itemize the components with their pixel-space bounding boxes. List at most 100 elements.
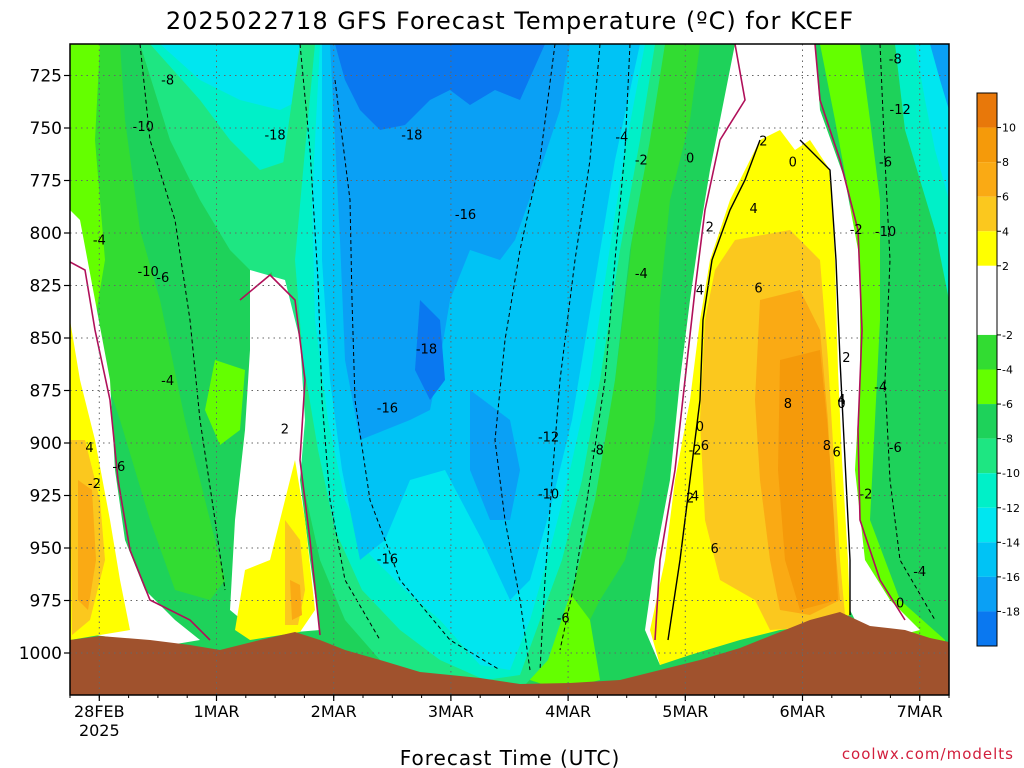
contour-label: 4 bbox=[691, 490, 699, 505]
contour-label: -8 bbox=[889, 53, 902, 68]
contour-label: -18 bbox=[401, 128, 422, 143]
colorbar-tick-label: 8 bbox=[1002, 156, 1009, 169]
y-tick-label: 900 bbox=[30, 434, 62, 454]
colorbar-tick-label: -12 bbox=[1002, 502, 1020, 515]
colorbar-tick-label: 2 bbox=[1002, 260, 1009, 273]
contour-label: -4 bbox=[635, 267, 648, 282]
contour-label: -4 bbox=[93, 233, 106, 248]
contour-label: -6 bbox=[112, 460, 125, 475]
contour-label: -16 bbox=[377, 553, 398, 568]
colorbar-tick-label: 10 bbox=[1002, 122, 1016, 135]
x-tick-label: 2MAR bbox=[311, 702, 357, 721]
y-tick-label: 875 bbox=[30, 382, 62, 402]
zero-contour-left bbox=[70, 261, 211, 641]
temperature-field bbox=[70, 44, 949, 695]
zero-contour-right2 bbox=[814, 44, 906, 621]
colorbar-bin bbox=[977, 611, 997, 646]
colorbar-tick-label: -10 bbox=[1002, 467, 1020, 480]
contour-label: -2 bbox=[635, 154, 648, 169]
x-axis-label: Forecast Time (UTC) bbox=[400, 746, 621, 768]
field-orange-left bbox=[78, 480, 96, 610]
contour-label: 2 bbox=[281, 422, 289, 437]
x-tick-label: 28FEB bbox=[74, 702, 125, 721]
field-green-bright-small bbox=[205, 360, 245, 445]
contour-label: 4 bbox=[837, 393, 845, 408]
y-tick-label: 975 bbox=[30, 592, 62, 612]
contour-label: 8 bbox=[784, 397, 792, 412]
contour-label: -10 bbox=[133, 120, 154, 135]
contour-label: -6 bbox=[557, 611, 570, 626]
two-contour-right bbox=[667, 139, 761, 641]
contour-label: 2 bbox=[759, 135, 767, 150]
contour-label: 8 bbox=[823, 439, 831, 454]
x-tick-label: 5MAR bbox=[662, 702, 708, 721]
colorbar-tick-label: -2 bbox=[1002, 329, 1013, 342]
contour-label: 0 bbox=[789, 156, 797, 171]
contour-label: -10 bbox=[138, 265, 159, 280]
colorbar-bin bbox=[977, 93, 997, 128]
y-tick-label: 925 bbox=[30, 487, 62, 507]
contour-label: 2 bbox=[842, 351, 850, 366]
x-tick-label: 3MAR bbox=[428, 702, 474, 721]
contour-label: -4 bbox=[161, 374, 174, 389]
x-tick-label: 7MAR bbox=[897, 702, 943, 721]
contour-label: -2 bbox=[689, 443, 702, 458]
contour-label: 6 bbox=[701, 439, 709, 454]
colorbar-tick-label: -18 bbox=[1002, 605, 1020, 618]
colorbar-bin bbox=[977, 334, 997, 370]
contour-label: -18 bbox=[416, 343, 437, 358]
y-tick-label: 750 bbox=[30, 119, 62, 139]
field-cyan-upper bbox=[160, 44, 330, 110]
contour-label: 2 bbox=[686, 492, 694, 507]
contour-label: -6 bbox=[879, 156, 892, 171]
colorbar-bin bbox=[977, 507, 997, 543]
field-lightgreen-left bbox=[70, 44, 225, 600]
colorbar-tick-label: 4 bbox=[1002, 225, 1009, 238]
field-trough-deepblue bbox=[335, 44, 545, 130]
contour-label: 4 bbox=[696, 284, 704, 299]
contour-label: -10 bbox=[538, 487, 559, 502]
credit-link[interactable]: coolwx.com/modelts bbox=[842, 745, 1014, 763]
cold-contour-4 bbox=[539, 44, 601, 671]
x-tick-label: 1MAR bbox=[193, 702, 239, 721]
colorbar-bin bbox=[977, 404, 997, 439]
colorbar-bin bbox=[977, 231, 997, 266]
cold-contour-5 bbox=[139, 44, 226, 591]
colorbar-tick-label: -16 bbox=[1002, 571, 1020, 584]
colorbar-bin bbox=[977, 127, 997, 163]
colorbar-bin bbox=[977, 265, 997, 335]
field-right-blue bbox=[930, 44, 949, 110]
x-tick-sublabel: 2025 bbox=[79, 721, 120, 740]
contour-label: 6 bbox=[754, 282, 762, 297]
colorbar-bin bbox=[977, 162, 997, 197]
colorbar-bin bbox=[977, 196, 997, 232]
contour-label: -16 bbox=[377, 401, 398, 416]
cold-contour-3 bbox=[299, 44, 381, 641]
y-axis: 725 750 775 800 825 850 875 900 925 950 975 1000 bbox=[19, 67, 70, 664]
chart-title: 2025022718 GFS Forecast Temperature (ºC)… bbox=[166, 7, 854, 35]
x-tick-label: 6MAR bbox=[779, 702, 825, 721]
contour-label: -8 bbox=[591, 443, 604, 458]
contour-label: -6 bbox=[156, 271, 169, 286]
two-contour-right2 bbox=[799, 139, 851, 615]
contour-label: -8 bbox=[161, 74, 174, 89]
field-right-cyan bbox=[915, 44, 949, 200]
y-tick-label: 800 bbox=[30, 224, 62, 244]
y-tick-label: 825 bbox=[30, 277, 62, 297]
y-tick-label: 775 bbox=[30, 172, 62, 192]
contour-label: 0 bbox=[896, 597, 904, 612]
x-tick-label: 4MAR bbox=[545, 702, 591, 721]
field-trough-blue bbox=[330, 44, 570, 440]
contour-label: -6 bbox=[889, 441, 902, 456]
contour-label: 4 bbox=[750, 202, 758, 217]
grid-lines bbox=[70, 44, 949, 695]
field-darkorange-right bbox=[778, 350, 838, 610]
contour-label: -2 bbox=[859, 487, 872, 502]
contour-label: 0 bbox=[837, 397, 845, 412]
field-trough-deepblue-mid bbox=[415, 300, 445, 400]
contour-label: -12 bbox=[890, 103, 911, 118]
colorbar-tick-label: -14 bbox=[1002, 536, 1020, 549]
colorbar-bin bbox=[977, 542, 997, 577]
colorbar-tick-label: -8 bbox=[1002, 433, 1013, 446]
